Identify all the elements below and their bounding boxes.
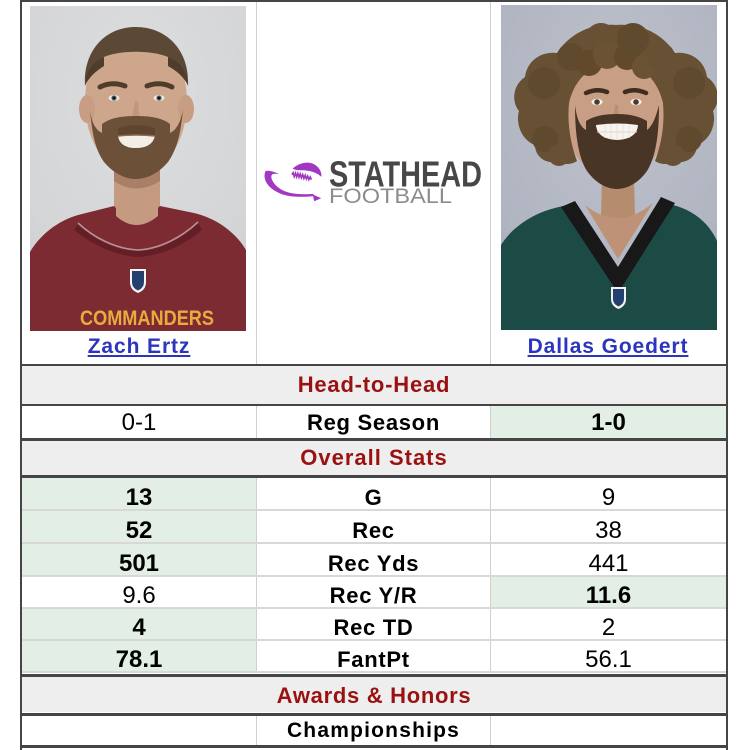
svg-text:STATHEAD: STATHEAD: [329, 154, 482, 195]
svg-text:FOOTBALL: FOOTBALL: [329, 185, 452, 208]
svg-text:COMMANDERS: COMMANDERS: [80, 307, 214, 330]
